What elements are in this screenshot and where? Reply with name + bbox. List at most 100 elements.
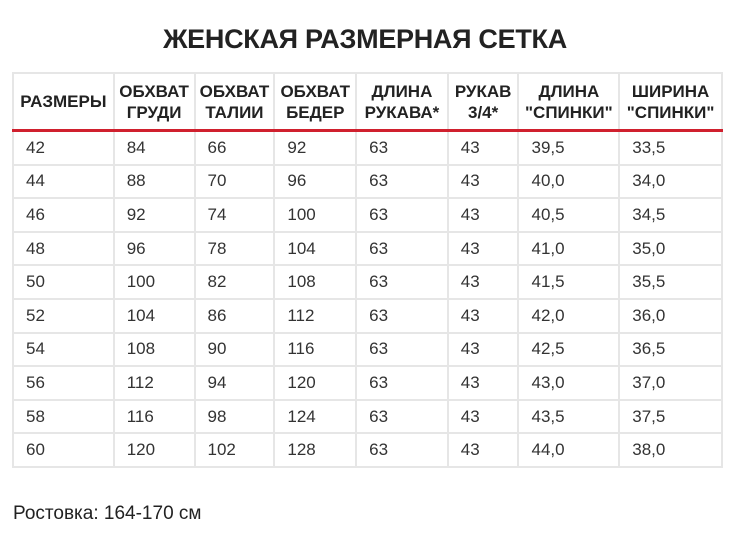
table-cell: 63: [355, 197, 449, 233]
column-header: ДЛИНА "СПИНКИ": [517, 72, 621, 132]
table-row: 44 88 70 96 63 43 40,0 34,0: [12, 163, 723, 200]
table-cell: 63: [355, 432, 449, 468]
table-cell: 43: [446, 331, 520, 368]
column-header: РАЗМЕРЫ: [12, 72, 115, 132]
table-cell: 60: [12, 432, 115, 468]
table-cell: 63: [355, 163, 449, 200]
column-header: ОБХВАТ ТАЛИИ: [193, 72, 276, 132]
table-cell: 37,0: [618, 365, 723, 401]
table-cell: 43: [446, 129, 520, 166]
table-cell: 39,5: [517, 129, 621, 166]
size-table: РАЗМЕРЫ ОБХВАТ ГРУДИ ОБХВАТ ТАЛИИ ОБХВАТ БЕДЕР…: [12, 72, 723, 468]
table-row: 42 84 66 92 63 43 39,5 33,5: [12, 129, 723, 166]
column-header: ОБХВАТ ГРУДИ: [112, 72, 196, 132]
table-cell: 43,5: [517, 398, 621, 435]
table-cell: 82: [193, 264, 276, 300]
column-header-line: 3/4*: [468, 102, 499, 122]
table-cell: 124: [273, 398, 358, 435]
table-cell: 43: [446, 264, 520, 300]
table-cell: 36,5: [618, 331, 723, 368]
column-header-line: ДЛИНА: [538, 81, 600, 101]
table-cell: 84: [112, 129, 196, 166]
table-cell: 58: [12, 398, 115, 435]
column-header: ОБХВАТ БЕДЕР: [273, 72, 358, 132]
table-cell: 90: [193, 331, 276, 368]
table-cell: 43: [446, 365, 520, 401]
table-row: 46 92 74 100 63 43 40,5 34,5: [12, 197, 723, 233]
table-row: 52 104 86 112 63 43 42,0 36,0: [12, 297, 723, 334]
table-cell: 100: [112, 264, 196, 300]
table-cell: 41,5: [517, 264, 621, 300]
table-cell: 92: [273, 129, 358, 166]
table-cell: 96: [112, 230, 196, 267]
table-cell: 42,5: [517, 331, 621, 368]
table-cell: 112: [112, 365, 196, 401]
table-cell: 63: [355, 264, 449, 300]
table-cell: 70: [193, 163, 276, 200]
table-row: 56 112 94 120 63 43 43,0 37,0: [12, 365, 723, 401]
table-cell: 40,5: [517, 197, 621, 233]
table-cell: 36,0: [618, 297, 723, 334]
column-header-line: ОБХВАТ: [280, 81, 351, 101]
table-cell: 128: [273, 432, 358, 468]
column-header-line: РАЗМЕРЫ: [20, 92, 107, 111]
table-cell: 108: [273, 264, 358, 300]
table-cell: 33,5: [618, 129, 723, 166]
column-header-line: "СПИНКИ": [626, 102, 715, 122]
table-cell: 43: [446, 230, 520, 267]
column-header: ШИРИНА "СПИНКИ": [618, 72, 723, 132]
table-cell: 104: [112, 297, 196, 334]
table-cell: 102: [193, 432, 276, 468]
table-cell: 94: [193, 365, 276, 401]
table-cell: 63: [355, 331, 449, 368]
table-cell: 42: [12, 129, 115, 166]
table-cell: 120: [112, 432, 196, 468]
table-cell: 44: [12, 163, 115, 200]
table-cell: 116: [112, 398, 196, 435]
table-cell: 74: [193, 197, 276, 233]
table-cell: 63: [355, 365, 449, 401]
table-cell: 42,0: [517, 297, 621, 334]
table-cell: 46: [12, 197, 115, 233]
table-cell: 108: [112, 331, 196, 368]
height-note: Ростовка: 164-170 см: [13, 503, 202, 524]
table-cell: 41,0: [517, 230, 621, 267]
table-cell: 43: [446, 398, 520, 435]
column-header-line: ОБХВАТ: [119, 81, 189, 101]
table-cell: 35,0: [618, 230, 723, 267]
table-cell: 88: [112, 163, 196, 200]
table-cell: 43: [446, 163, 520, 200]
table-cell: 56: [12, 365, 115, 401]
table-cell: 40,0: [517, 163, 621, 200]
table-row: 58 116 98 124 63 43 43,5 37,5: [12, 398, 723, 435]
table-cell: 92: [112, 197, 196, 233]
column-header-line: "СПИНКИ": [525, 102, 613, 122]
table-row: 60 120 102 128 63 43 44,0 38,0: [12, 432, 723, 468]
column-header: РУКАВ 3/4*: [446, 72, 520, 132]
table-cell: 86: [193, 297, 276, 334]
column-header-line: РУКАВА*: [364, 102, 440, 122]
table-cell: 116: [273, 331, 358, 368]
column-header-line: БЕДЕР: [286, 102, 345, 122]
column-header-line: ОБХВАТ: [199, 81, 270, 101]
table-cell: 112: [273, 297, 358, 334]
table-cell: 38,0: [618, 432, 723, 468]
table-cell: 120: [273, 365, 358, 401]
table-cell: 96: [273, 163, 358, 200]
page-title: ЖЕНСКАЯ РАЗМЕРНАЯ СЕТКА: [163, 24, 567, 54]
table-row: 54 108 90 116 63 43 42,5 36,5: [12, 331, 723, 368]
table-cell: 48: [12, 230, 115, 267]
table-cell: 78: [193, 230, 276, 267]
table-cell: 37,5: [618, 398, 723, 435]
table-cell: 66: [193, 129, 276, 166]
column-header-line: РУКАВ: [454, 81, 512, 101]
column-header: ДЛИНА РУКАВА*: [355, 72, 449, 132]
table-cell: 98: [193, 398, 276, 435]
table-cell: 43: [446, 432, 520, 468]
table-cell: 52: [12, 297, 115, 334]
table-cell: 35,5: [618, 264, 723, 300]
table-cell: 63: [355, 297, 449, 334]
table-cell: 63: [355, 398, 449, 435]
table-cell: 44,0: [517, 432, 621, 468]
column-header-line: ТАЛИИ: [205, 102, 264, 122]
